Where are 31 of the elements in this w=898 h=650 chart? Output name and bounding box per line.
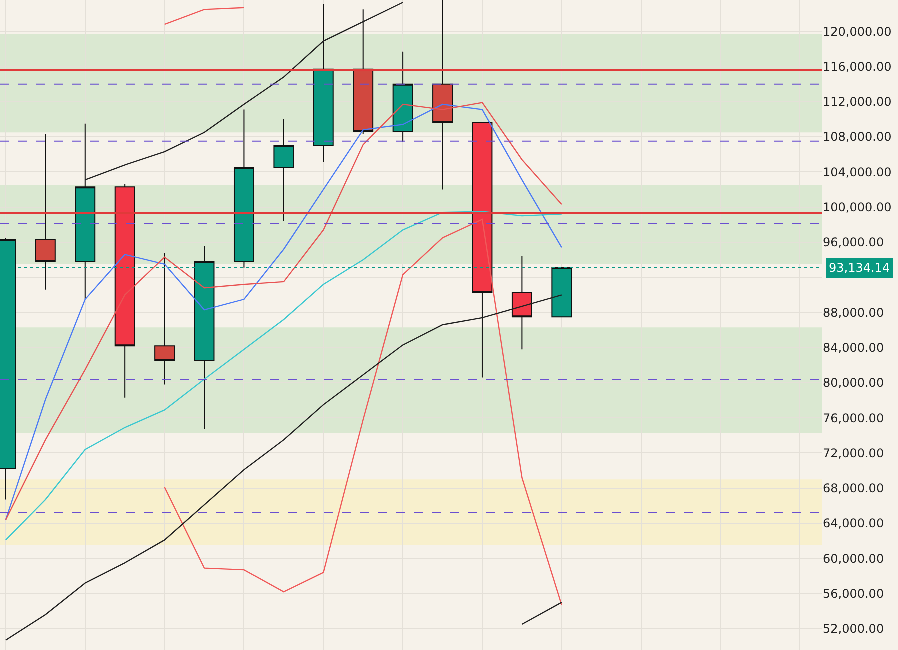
y-tick-label: 60,000.00 bbox=[823, 552, 884, 566]
y-tick-label: 116,000.00 bbox=[823, 60, 892, 74]
y-tick-label: 80,000.00 bbox=[823, 376, 884, 390]
ref-line-label: 93,134.14 bbox=[829, 261, 890, 275]
y-tick-label: 72,000.00 bbox=[823, 446, 884, 460]
y-tick-label: 52,000.00 bbox=[823, 622, 884, 636]
candlestick bbox=[274, 118, 294, 222]
y-tick-label: 104,000.00 bbox=[823, 165, 892, 180]
y-tick-label: 88,000.00 bbox=[823, 306, 884, 320]
candlestick bbox=[313, 4, 334, 163]
candlestick bbox=[154, 252, 176, 386]
y-tick-label: 64,000.00 bbox=[823, 516, 884, 531]
y-tick-label: 108,000.00 bbox=[823, 130, 892, 144]
y-tick-label: 56,000.00 bbox=[823, 586, 884, 601]
candlestick bbox=[512, 256, 532, 350]
candlestick bbox=[392, 51, 414, 143]
candlestick bbox=[432, 0, 453, 190]
y-tick-label: 100,000.00 bbox=[823, 200, 892, 214]
y-tick-label: 120,000.00 bbox=[823, 24, 892, 39]
line-series bbox=[5, 294, 562, 641]
y-tick-label: 96,000.00 bbox=[823, 236, 884, 250]
line-series bbox=[84, 2, 404, 181]
candlestick bbox=[35, 134, 56, 290]
y-tick-label: 76,000.00 bbox=[823, 411, 884, 426]
line-series bbox=[164, 218, 562, 606]
line-series bbox=[5, 211, 562, 541]
y-tick-label: 68,000.00 bbox=[823, 482, 884, 496]
y-tick-label: 112,000.00 bbox=[823, 95, 892, 110]
candlestick bbox=[114, 184, 136, 398]
y-tick-label: 84,000.00 bbox=[823, 341, 884, 356]
candlestick bbox=[353, 9, 374, 135]
